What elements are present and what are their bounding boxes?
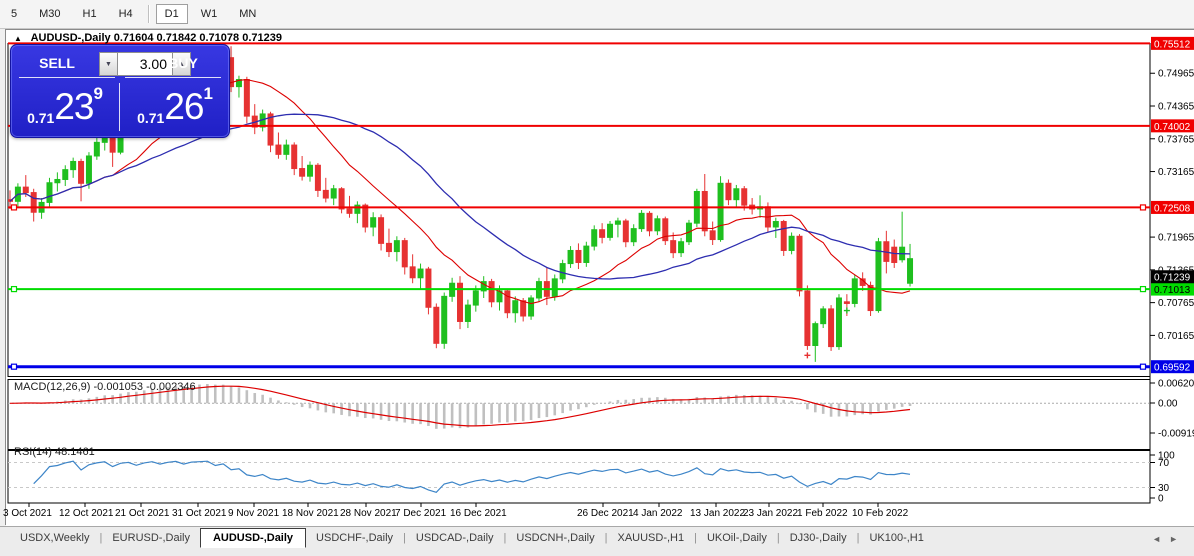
- buy-price[interactable]: 0.71 26 1: [125, 79, 225, 135]
- svg-text:0.75512: 0.75512: [1154, 39, 1191, 50]
- svg-text:30: 30: [1158, 483, 1170, 494]
- tab-usdcad[interactable]: USDCAD-,Daily: [415, 532, 494, 544]
- collapse-triangle-icon[interactable]: ▲: [14, 34, 22, 43]
- chart-area[interactable]: 0.75512 0.74002 0.72508 0.71013 0.69592 0.749…: [0, 29, 1194, 526]
- tab-audusd[interactable]: AUDUSD-,Daily: [199, 528, 307, 548]
- sell-button[interactable]: SELL: [39, 55, 75, 71]
- buy-price-big: 26: [164, 86, 204, 127]
- buy-underline: [125, 77, 221, 78]
- sell-price-big: 23: [54, 86, 94, 127]
- date-label: 28 Nov 2021: [340, 508, 397, 519]
- svg-text:0.00: 0.00: [1158, 399, 1178, 410]
- toolbar-separator: [147, 5, 150, 23]
- date-label: 7 Dec 2021: [395, 508, 447, 519]
- window-border: [5, 29, 6, 525]
- date-label: 26 Dec 2021: [577, 508, 634, 519]
- svg-text:0.70165: 0.70165: [1158, 331, 1194, 342]
- volume-input[interactable]: 3.00: [118, 52, 172, 76]
- svg-text:0.73765: 0.73765: [1158, 134, 1194, 145]
- volume-decrease-button[interactable]: ▼: [99, 52, 118, 76]
- buy-price-pip: 1: [203, 84, 213, 103]
- tabs-scroll-left-icon[interactable]: ◄: [1152, 534, 1170, 544]
- date-label: 10 Feb 2022: [852, 508, 909, 519]
- volume-increase-button[interactable]: ▲: [172, 52, 191, 76]
- svg-text:0: 0: [1158, 494, 1164, 505]
- tab-separator: |: [99, 532, 103, 544]
- buy-button[interactable]: BUY: [168, 55, 198, 71]
- svg-text:70: 70: [1158, 458, 1170, 469]
- tab-separator: |: [503, 532, 507, 544]
- timeframe-button-h4[interactable]: H4: [118, 8, 133, 20]
- date-label: 23 Jan 2022: [743, 508, 798, 519]
- timeframe-button-m30[interactable]: M30: [39, 8, 61, 20]
- macd-value-main: -0.001053: [93, 381, 144, 393]
- tab-separator: |: [604, 532, 608, 544]
- svg-text:0.73165: 0.73165: [1158, 167, 1194, 178]
- svg-text:0.70765: 0.70765: [1158, 298, 1194, 309]
- symbol-tab-strip: USDX,Weekly | EURUSD-,Daily AUDUSD-,Daily …: [0, 526, 1194, 556]
- timeframe-toolbar: 5 M30 H1 H4 D1 W1 MN: [0, 0, 1194, 29]
- current-price-label: 0.71239: [1154, 273, 1191, 284]
- ohlc-close: 0.71239: [242, 32, 282, 44]
- svg-text:0.74965: 0.74965: [1158, 69, 1194, 80]
- price-divider: [119, 83, 120, 131]
- rsi-value: 48.1461: [54, 446, 95, 458]
- tab-usdchf[interactable]: USDCHF-,Daily: [316, 532, 394, 544]
- tab-separator: |: [694, 532, 697, 544]
- tab-xauusd[interactable]: XAUUSD-,H1: [617, 532, 685, 544]
- one-click-trading-panel: SELL ▼ 3.00 ▲ BUY 0.71 23 9 0.71 26 1: [10, 44, 230, 138]
- rsi-pane-border: [7, 450, 1151, 504]
- svg-text:0.006201: 0.006201: [1158, 379, 1194, 390]
- rsi-label: RSI(14) 48.1461: [14, 446, 95, 458]
- buy-price-prefix: 0.71: [137, 110, 165, 126]
- timeframe-button-d1[interactable]: D1: [155, 4, 188, 24]
- tab-ukoil[interactable]: UKOil-,Daily: [706, 532, 767, 544]
- date-label: 3 Oct 2021: [3, 508, 52, 519]
- svg-text:-0.009197: -0.009197: [1158, 429, 1194, 440]
- tab-separator: |: [776, 532, 780, 544]
- svg-text:0.71013: 0.71013: [1154, 285, 1191, 296]
- sell-price-prefix: 0.71: [27, 110, 55, 126]
- macd-label: MACD(12,26,9) -0.001053 -0.002346: [14, 381, 196, 393]
- date-label: 21 Oct 2021: [115, 508, 170, 519]
- chart-title: ▲ AUDUSD-,Daily 0.71604 0.71842 0.71078 …: [14, 32, 282, 44]
- macd-value-signal: -0.002346: [146, 381, 196, 393]
- tab-uk100[interactable]: UK100-,H1: [869, 532, 924, 544]
- date-label: 4 Jan 2022: [633, 508, 683, 519]
- sell-underline: [19, 77, 115, 78]
- ohlc-open: 0.71604: [113, 32, 154, 44]
- chart-symbol-period: AUDUSD-,Daily: [30, 32, 111, 44]
- date-label: 1 Feb 2022: [797, 508, 848, 519]
- macd-plot: [8, 383, 1149, 429]
- timeframe-button-w1[interactable]: W1: [200, 8, 218, 20]
- tab-usdcnh[interactable]: USDCNH-,Daily: [516, 532, 595, 544]
- date-label: 12 Oct 2021: [59, 508, 114, 519]
- svg-text:0.72508: 0.72508: [1154, 203, 1191, 214]
- tab-eurusd[interactable]: EURUSD-,Daily: [112, 532, 190, 544]
- svg-text:0.71965: 0.71965: [1158, 233, 1194, 244]
- timeframe-button-mn[interactable]: MN: [239, 8, 257, 20]
- svg-text:0.69592: 0.69592: [1154, 363, 1191, 374]
- svg-text:0.74002: 0.74002: [1154, 122, 1191, 133]
- ohlc-low: 0.71078: [199, 32, 240, 44]
- date-label: 16 Dec 2021: [450, 508, 507, 519]
- tab-separator: |: [856, 532, 860, 544]
- date-label: 13 Jan 2022: [690, 508, 745, 519]
- tab-dj30[interactable]: DJ30-,Daily: [789, 532, 847, 544]
- svg-text:100: 100: [1158, 451, 1175, 462]
- svg-text:0.74365: 0.74365: [1158, 102, 1194, 113]
- tab-separator: |: [403, 532, 406, 544]
- tabs-scroll-right-icon[interactable]: ►: [1169, 534, 1186, 544]
- date-label: 31 Oct 2021: [172, 508, 227, 519]
- date-label: 9 Nov 2021: [228, 508, 280, 519]
- timeframe-button-h1[interactable]: H1: [82, 8, 97, 20]
- ohlc-high: 0.71842: [156, 32, 197, 44]
- date-label: 18 Nov 2021: [282, 508, 339, 519]
- sell-price-pip: 9: [93, 84, 103, 103]
- timeframe-button-5[interactable]: 5: [11, 8, 18, 20]
- tab-usdx[interactable]: USDX,Weekly: [20, 532, 90, 544]
- sell-price[interactable]: 0.71 23 9: [15, 79, 115, 135]
